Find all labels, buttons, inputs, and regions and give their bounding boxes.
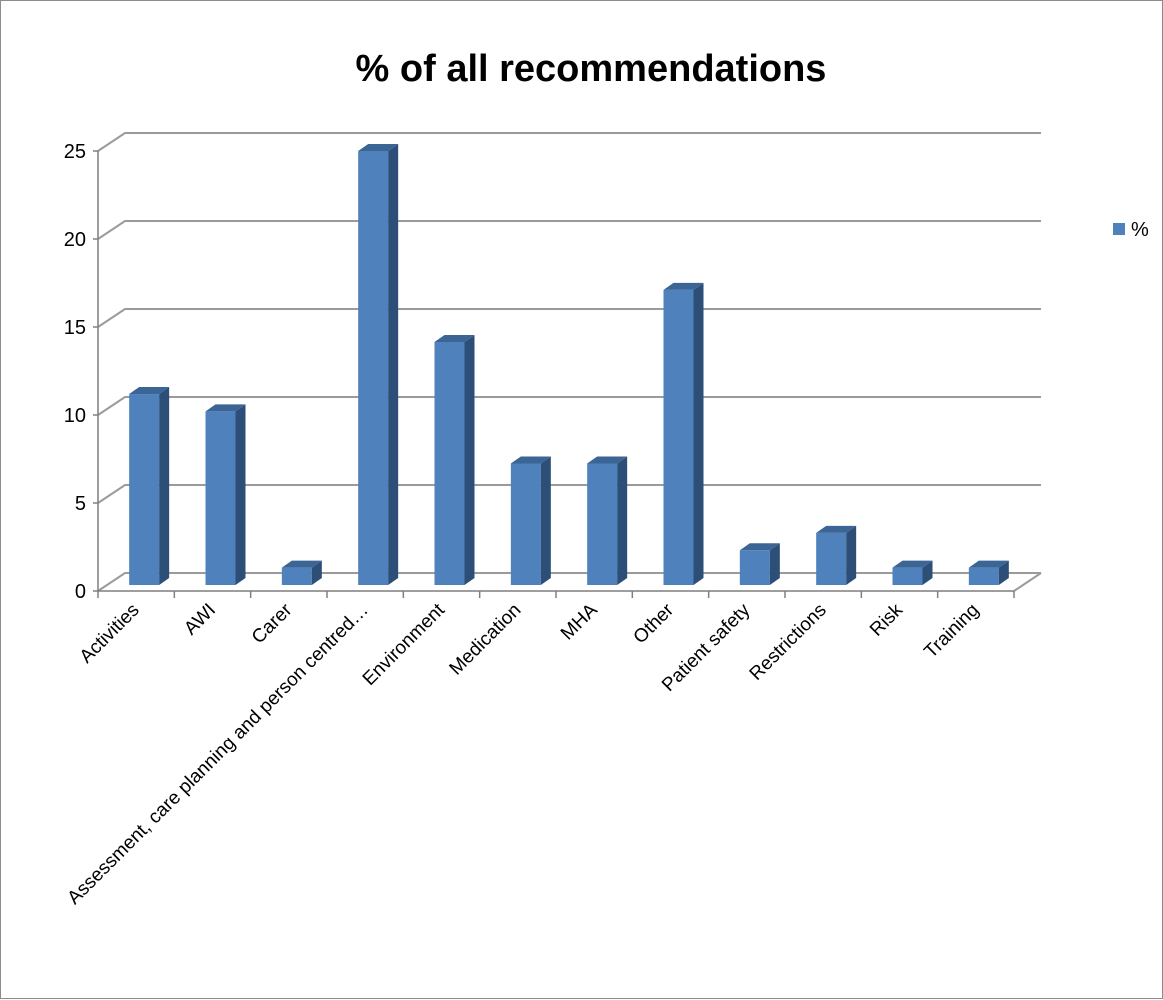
bar-top [587,456,628,464]
bar-front [281,567,312,585]
legend-label: % [1131,219,1149,241]
bar-front [739,550,770,585]
bar-side [846,525,857,585]
bar [892,560,933,585]
y-tick-label: 20 [64,229,86,251]
bar [816,525,857,585]
x-tick-label: Other [630,599,679,648]
bar [129,387,170,585]
bar [663,282,704,585]
bar-top [205,404,246,412]
legend: % [1113,219,1149,241]
bar-top [510,456,551,464]
gridline [97,308,1041,328]
axis-layer [93,150,1042,598]
bar-top [968,560,1009,568]
bar-front [510,463,541,585]
gridline [97,572,1041,592]
bar-side [311,560,322,585]
bar-top [892,560,933,568]
bar-front [663,289,694,585]
floor-edge [1013,572,1042,592]
bar-front [358,151,389,585]
bar-top [358,144,399,151]
y-tick-label: 25 [64,141,86,163]
x-tick-label: MHA [557,599,602,644]
bar-front [587,463,618,585]
x-tick-label: Risk [866,599,907,640]
legend-swatch [1113,223,1125,235]
bar-front [968,567,999,585]
bar-side [388,144,399,585]
bar-top [739,543,780,551]
bar-side [769,543,780,585]
bar-front [892,567,923,585]
bar [205,404,246,585]
bar-front [816,532,847,585]
gridline [97,484,1041,504]
x-tick-label: Restrictions [746,600,831,685]
x-tick-label: Training [920,600,983,663]
bar-side [617,456,628,585]
gridline [97,132,1041,152]
y-tick-label: 0 [75,581,86,603]
y-tick-label: 10 [64,405,86,427]
bar [587,456,628,585]
bars-layer [129,144,1009,585]
bar-front [434,341,465,585]
gridline [97,396,1041,416]
bar-top [281,560,322,568]
x-tick-label: Environment [359,599,450,690]
chart-title: % of all recommendations [356,48,827,90]
bar-side [464,334,475,585]
y-tick-label: 5 [75,493,86,515]
bar-top [434,334,475,342]
y-tick-label: 15 [64,317,86,339]
bar-side [540,456,551,585]
bar-side [998,560,1009,585]
bar [358,144,399,585]
bar-top [816,525,857,533]
bar-side [235,404,246,585]
gridline [97,220,1041,240]
bar-top [129,387,170,395]
bar-front [205,411,236,585]
bar [510,456,551,585]
bar-top [663,282,704,290]
x-tick-label: Carer [248,599,297,648]
x-tick-label: Medication [446,600,526,680]
bar-side [159,387,170,585]
grid-layer [97,132,1041,592]
x-tick-label: AWI [180,600,220,640]
bar [281,560,322,585]
y-tick-labels: 0 5 10 15 20 25 [64,141,86,603]
bar-front [129,394,160,585]
bar-side [922,560,933,585]
bar-side [693,282,704,585]
bar [968,560,1009,585]
bar [434,334,475,585]
bar [739,543,780,585]
x-tick-label: Activities [76,600,144,668]
